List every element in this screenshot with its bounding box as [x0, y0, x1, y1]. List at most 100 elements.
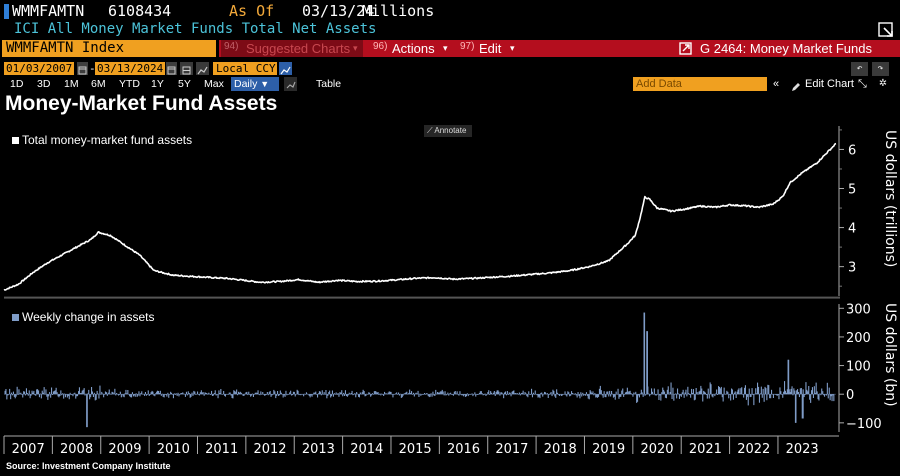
period-1d[interactable]: 1D — [10, 78, 24, 90]
table-button[interactable]: Table — [316, 78, 342, 90]
bar-weekly-change — [423, 394, 425, 395]
bar-weekly-change — [473, 394, 475, 395]
bar-weekly-change — [633, 392, 635, 395]
bar-weekly-change — [207, 394, 209, 395]
bar-weekly-change — [403, 393, 405, 395]
bar-weekly-change — [558, 394, 560, 395]
bar-weekly-change — [68, 394, 70, 400]
bar-weekly-change — [481, 393, 483, 395]
bar-weekly-change — [316, 394, 318, 395]
bar-weekly-change — [366, 393, 368, 395]
bar-weekly-change — [490, 391, 492, 395]
bar-weekly-change — [582, 392, 584, 395]
bar-weekly-change — [165, 394, 167, 395]
bar-weekly-change — [100, 394, 102, 395]
period-1m[interactable]: 1M — [64, 78, 79, 90]
bar-weekly-change — [251, 394, 253, 396]
end-date-field[interactable]: 03/13/2024 — [95, 62, 166, 75]
expand-icon[interactable] — [878, 22, 894, 38]
bar-weekly-change — [52, 391, 54, 395]
bar-weekly-change — [484, 393, 486, 395]
period-ytd[interactable]: YTD — [119, 78, 140, 90]
bar-weekly-change — [707, 388, 709, 395]
suggested-charts-button[interactable]: 94) Suggested Charts ▾ — [221, 40, 363, 57]
period-3d[interactable]: 3D — [37, 78, 51, 90]
bar-weekly-change — [552, 389, 554, 395]
chart-icon[interactable] — [196, 62, 209, 75]
period-1y[interactable]: 1Y — [151, 78, 164, 90]
period-max[interactable]: Max — [204, 78, 224, 90]
bar-weekly-change — [485, 394, 487, 396]
index-field[interactable]: WMMFAMTN Index — [2, 40, 216, 57]
bar-weekly-change — [20, 392, 22, 395]
bar-weekly-change — [138, 391, 140, 395]
bar-weekly-change — [35, 394, 37, 396]
bar-weekly-change — [462, 394, 464, 396]
gear-icon[interactable]: ✲ — [879, 75, 887, 90]
asof-date[interactable]: 03/13/24 — [302, 2, 375, 20]
frequency-select[interactable]: Daily ▼ — [231, 77, 279, 91]
x-tick-label: 2017 — [495, 442, 528, 457]
bar-weekly-change — [631, 394, 633, 395]
bar-weekly-change — [576, 394, 578, 398]
zoom-icon[interactable]: ⤡ — [858, 77, 867, 90]
bar-weekly-change — [749, 394, 751, 398]
bar-weekly-change — [176, 394, 178, 396]
bar-weekly-change — [495, 391, 497, 395]
edit-button[interactable]: 97) Edit ▾ — [457, 40, 519, 57]
bar-weekly-change — [518, 394, 520, 395]
bar-weekly-change — [725, 393, 727, 395]
bar-weekly-change — [40, 394, 42, 399]
calendar-icon[interactable] — [77, 62, 88, 75]
launch-icon[interactable] — [679, 42, 692, 55]
bar-weekly-change — [500, 392, 502, 395]
bar-weekly-change — [278, 394, 280, 396]
bar-weekly-change — [135, 393, 137, 395]
actions-button[interactable]: 96) Actions ▾ — [370, 40, 452, 57]
currency-select[interactable]: Local CCY — [213, 62, 277, 75]
annotate-button[interactable]: ⟋ Annotate — [424, 125, 472, 137]
bar-weekly-change — [804, 394, 806, 395]
bar-weekly-change — [177, 392, 179, 395]
bar-weekly-change — [102, 393, 104, 395]
add-data-input[interactable]: Add Data — [633, 77, 767, 91]
bar-weekly-change — [134, 394, 136, 397]
undo-icon[interactable]: ↶ — [851, 62, 868, 76]
ticker-field[interactable]: WMMFAMTN — [12, 2, 85, 20]
calendar-icon[interactable] — [166, 62, 177, 75]
bar-weekly-change — [9, 388, 11, 395]
bar-weekly-change — [25, 388, 27, 395]
bar-weekly-change — [420, 394, 422, 396]
redo-icon[interactable]: ↷ — [872, 62, 889, 76]
date-separator: - — [89, 62, 96, 75]
bar-weekly-change — [153, 394, 155, 396]
start-date-field[interactable]: 01/03/2007 — [4, 62, 75, 75]
bar-weekly-change — [70, 394, 72, 396]
bar-weekly-change — [828, 387, 830, 395]
period-5y[interactable]: 5Y — [178, 78, 191, 90]
bar-weekly-change — [820, 394, 822, 396]
bar-weekly-change — [323, 392, 325, 395]
bar-weekly-change — [93, 392, 95, 395]
edit-chart-button[interactable]: Edit Chart — [805, 78, 854, 90]
bar-weekly-change — [104, 391, 106, 395]
bar-weekly-change — [814, 392, 816, 395]
bar-weekly-change — [675, 393, 677, 395]
table-icon[interactable] — [180, 62, 193, 75]
bar-weekly-change — [335, 392, 337, 395]
bar-weekly-change — [344, 390, 346, 395]
period-6m[interactable]: 6M — [91, 78, 106, 90]
bar-weekly-change — [48, 394, 50, 397]
bar-weekly-change — [670, 382, 672, 395]
bar-weekly-change — [783, 391, 785, 395]
bar-weekly-change — [224, 394, 226, 397]
bar-weekly-change — [290, 390, 292, 395]
bar-weekly-change — [202, 392, 204, 395]
collapse-icon[interactable]: « — [773, 78, 780, 90]
chart-type-icon[interactable] — [279, 62, 292, 75]
settings-icon[interactable] — [284, 77, 297, 91]
bar-weekly-change — [726, 390, 728, 395]
chart-grid — [4, 296, 840, 299]
bar-weekly-change — [431, 394, 433, 397]
pencil-icon[interactable] — [790, 78, 801, 97]
